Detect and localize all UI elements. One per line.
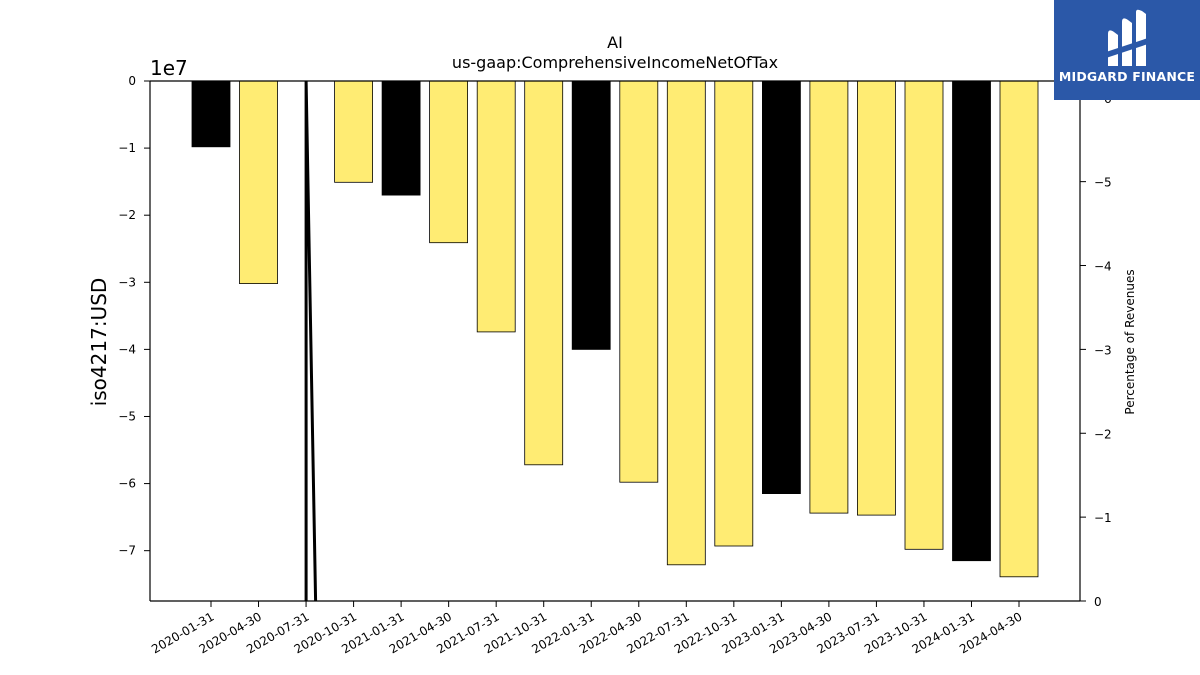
- y-tick-label: 0: [128, 74, 136, 88]
- line-series: [304, 80, 318, 602]
- bar-2020-04-30: [239, 80, 278, 285]
- bar-2022-07-31: [666, 80, 706, 566]
- y2-tick-label: −3: [1094, 343, 1112, 357]
- bar-2024-04-30: [999, 80, 1039, 578]
- bar-2020-10-31: [334, 80, 374, 183]
- y-tick-label: −5: [118, 409, 136, 423]
- y-offset-label: 1e7: [150, 56, 188, 80]
- bar-2023-01-31: [762, 80, 801, 495]
- y2-tick-label: −5: [1094, 176, 1112, 190]
- y2-tick-label: −2: [1094, 427, 1112, 441]
- y-tick-label: −2: [118, 208, 136, 222]
- brand-logo: MIDGARD FINANCE: [1054, 0, 1200, 100]
- bar-2022-10-31: [714, 80, 754, 547]
- y-tick-label: −3: [118, 275, 136, 289]
- bar-2021-04-30: [429, 80, 469, 244]
- bar-2022-01-31: [571, 80, 611, 350]
- y2-tick-label: 0: [1094, 595, 1102, 609]
- bars-group: [191, 80, 1039, 578]
- midgard-logo-icon: [1106, 9, 1148, 66]
- y-axis-label: iso4217:USD: [87, 278, 111, 407]
- y2-axis-label: Percentage of Revenues: [1123, 269, 1137, 414]
- bar-2020-01-31: [191, 80, 231, 148]
- bar-2021-01-31: [381, 80, 421, 196]
- bar-2023-10-31: [904, 80, 944, 550]
- bar-2023-04-30: [809, 80, 849, 514]
- x-axis-ticks: 2020-01-312020-04-302020-07-312020-10-31…: [149, 601, 1025, 656]
- bar-2021-10-31: [524, 80, 564, 466]
- chart-title: AI: [607, 33, 623, 52]
- y2-tick-label: −4: [1094, 260, 1112, 274]
- bar-2024-01-31: [952, 80, 991, 562]
- chart-subtitle: us-gaap:ComprehensiveIncomeNetOfTax: [452, 53, 778, 72]
- y-tick-label: −1: [118, 141, 136, 155]
- bar-2022-04-30: [619, 80, 659, 483]
- bar-2023-07-31: [857, 80, 896, 516]
- y-tick-label: −7: [118, 544, 136, 558]
- brand-name: MIDGARD FINANCE: [1058, 69, 1196, 84]
- y2-tick-label: −1: [1094, 511, 1112, 525]
- y-axis-ticks: 0 −1 −2 −3 −4 −5 −6 −7: [118, 74, 150, 558]
- y-tick-label: −4: [118, 342, 136, 356]
- y-tick-label: −6: [118, 477, 136, 491]
- y2-axis-ticks: 0−1−2−3−4−5−6: [1080, 92, 1112, 609]
- bar-2021-07-31: [476, 80, 516, 333]
- line-layer: [304, 80, 318, 602]
